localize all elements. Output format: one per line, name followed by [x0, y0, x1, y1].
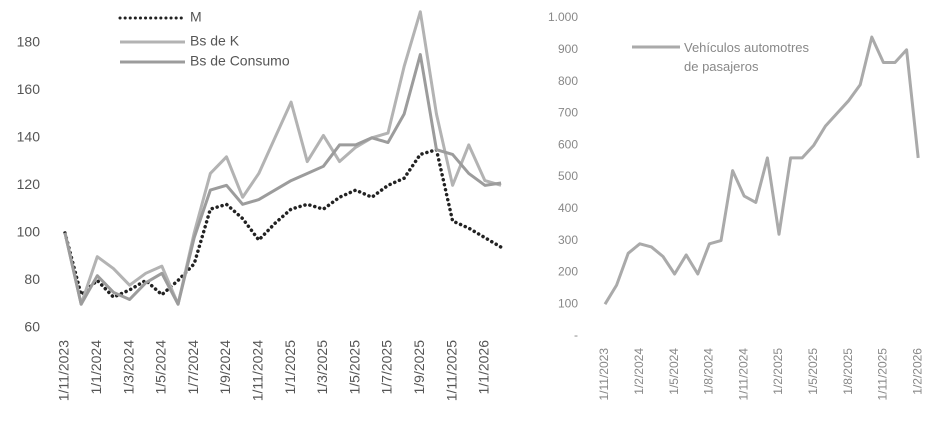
y-tick-label: 300 — [558, 233, 578, 247]
y-tick-label: 100 — [17, 224, 41, 240]
x-tick-label: 1/1/2026 — [476, 340, 492, 395]
y-tick-label: 500 — [558, 169, 578, 183]
y-tick-label: 1.000 — [548, 10, 578, 24]
y-tick-label: 800 — [558, 74, 578, 88]
y-tick-label: 80 — [24, 271, 40, 287]
x-tick-label: 1/11/2023 — [597, 348, 611, 401]
chart-left: 60 80 100 120 140 160 180 1/11/2023 1/1/2024 1/3/… — [17, 9, 503, 401]
y-tick-label: 400 — [558, 201, 578, 215]
x-tick-label: 1/2/2026 — [910, 348, 924, 395]
series-line — [63, 147, 503, 299]
x-tick-label: 1/3/2024 — [120, 340, 136, 395]
y-tick-label: 160 — [17, 81, 41, 97]
x-tick-label: 1/9/2025 — [411, 340, 427, 395]
x-tick-label: 1/2/2025 — [771, 348, 785, 395]
x-tick-label: 1/11/2024 — [250, 340, 266, 401]
series-line — [63, 53, 502, 306]
y-tick-label: 100 — [558, 296, 578, 310]
x-tick-label: 1/1/2025 — [282, 340, 298, 395]
y-tick-label: 600 — [558, 137, 578, 151]
x-tick-label: 1/7/2025 — [379, 340, 395, 395]
y-tick-label: 900 — [558, 42, 578, 56]
x-tick-label: 1/3/2025 — [314, 340, 330, 395]
y-tick-label: 120 — [17, 176, 41, 192]
series-line — [603, 35, 920, 305]
x-tick-label: 1/11/2023 — [56, 340, 72, 401]
x-tick-label: 1/5/2024 — [667, 348, 681, 395]
y-tick-label: 700 — [558, 106, 578, 120]
series-line — [63, 10, 502, 306]
x-tick-label: 1/5/2024 — [153, 340, 169, 395]
y-tick-label: 60 — [24, 319, 40, 335]
y-tick-label: 180 — [17, 33, 41, 49]
y-tick-label: 200 — [558, 265, 578, 279]
chart-right: - 100 200 300 400 500 600 700 800 900 1.000 1/11/20… — [548, 10, 924, 400]
x-tick-label: 1/11/2025 — [443, 340, 459, 401]
x-tick-label: 1/8/2024 — [702, 348, 716, 395]
legend-label: Vehículos automotres de pasajeros — [684, 40, 810, 74]
x-tick-label: 1/5/2025 — [346, 340, 362, 395]
x-tick-label: 1/7/2024 — [185, 340, 201, 395]
x-tick-label: 1/1/2024 — [88, 340, 104, 395]
x-tick-label: 1/11/2025 — [876, 348, 890, 401]
legend-label: Bs de Consumo — [190, 53, 290, 69]
y-tick-label: - — [574, 328, 578, 342]
y-tick-label: 140 — [17, 128, 41, 144]
x-tick-label: 1/2/2024 — [632, 348, 646, 395]
x-tick-label: 1/9/2024 — [217, 340, 233, 395]
x-tick-label: 1/5/2025 — [806, 348, 820, 395]
x-tick-label: 1/11/2024 — [736, 348, 750, 401]
x-tick-label: 1/8/2025 — [841, 348, 855, 395]
legend-label: M — [190, 9, 202, 25]
legend-label: Bs de K — [190, 33, 240, 49]
